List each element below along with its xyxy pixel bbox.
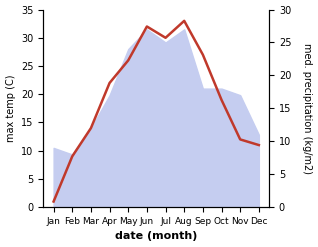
- Y-axis label: med. precipitation (kg/m2): med. precipitation (kg/m2): [302, 43, 313, 174]
- Y-axis label: max temp (C): max temp (C): [5, 75, 16, 142]
- X-axis label: date (month): date (month): [115, 231, 197, 242]
